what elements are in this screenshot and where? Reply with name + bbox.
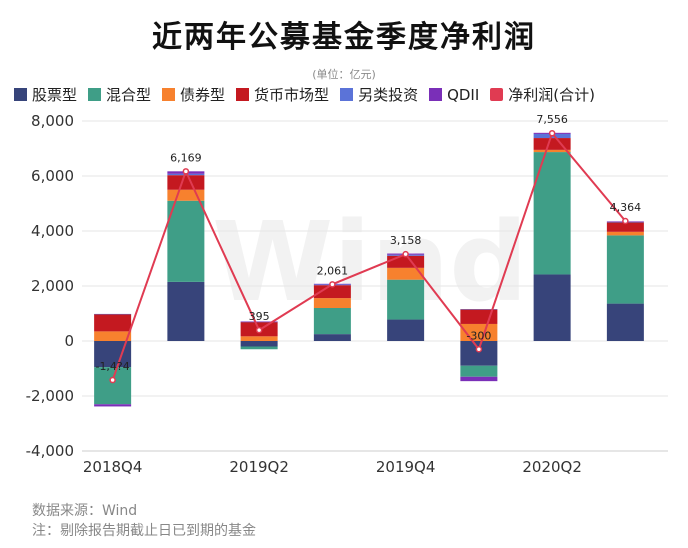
- bar-segment-3-3: [313, 285, 351, 299]
- legend-label: QDII: [447, 85, 480, 104]
- bar-segment-0-6: [533, 274, 571, 341]
- bar-segment-1-2: [240, 346, 278, 350]
- data-label-4: 3,158: [390, 234, 422, 247]
- source-note: 数据来源：Wind: [32, 503, 138, 519]
- line-point-0: [109, 376, 116, 384]
- legend-swatch: [162, 88, 176, 101]
- y-tick-label: 2,000: [31, 277, 74, 295]
- data-label-3: 2,061: [317, 264, 349, 277]
- legend-swatch: [340, 88, 354, 101]
- line-point-7: [622, 217, 629, 225]
- y-tick-label: 6,000: [31, 167, 74, 185]
- legend-item-line: 净利润(合计): [490, 84, 595, 105]
- y-tick-label: 4,000: [31, 222, 74, 240]
- y-tick-label: -2,000: [26, 387, 74, 405]
- y-tick-label: 8,000: [31, 112, 74, 130]
- bar-segment-1-0: [94, 367, 132, 405]
- bar-segment-1-3: [313, 308, 351, 335]
- bar-segment-2-0: [94, 331, 132, 341]
- legend-label: 另类投资: [358, 86, 419, 104]
- data-label-5: -300: [466, 329, 491, 342]
- bar-segment-3-6: [533, 138, 571, 150]
- unit-label: (单位：亿元): [312, 68, 376, 81]
- data-label-1: 6,169: [170, 151, 202, 164]
- net-profit-line: [111, 131, 627, 381]
- legend-item-4: 另类投资: [340, 84, 418, 105]
- x-tick-label: 2018Q4: [83, 458, 143, 476]
- legend-item-0: 股票型: [14, 84, 77, 105]
- watermark: Wind: [212, 198, 528, 326]
- data-label-7: 4,364: [610, 201, 642, 214]
- y-tick-label: -4,000: [26, 442, 74, 460]
- footnote: 注：剔除报告期截止日已到期的基金: [32, 523, 256, 539]
- bar-segment-2-7: [606, 231, 644, 236]
- line-point-2: [255, 326, 263, 334]
- bar-segment-2-1: [167, 189, 205, 201]
- bar-segment-2-6: [533, 149, 571, 153]
- legend-swatch: [236, 88, 250, 101]
- bar-segment-0-5: [460, 341, 498, 366]
- legend-swatch: [88, 88, 102, 101]
- legend-item-2: 债券型: [162, 84, 225, 105]
- legend: 股票型 混合型 债券型 货币市场型 另类投资 QDII 净利润(合计): [14, 84, 684, 105]
- bar-segment-0-4: [387, 319, 425, 341]
- bar-segment-5-5: [460, 376, 498, 382]
- legend-item-3: 货币市场型: [236, 84, 329, 105]
- bar-segment-1-1: [167, 200, 205, 282]
- legend-label: 混合型: [106, 86, 152, 104]
- bar-segment-0-3: [313, 334, 351, 341]
- y-tick-label: 0: [64, 332, 74, 350]
- line-point-5: [475, 346, 483, 353]
- bar-segment-3-4: [387, 255, 425, 268]
- bar-segment-4-5: [460, 309, 498, 310]
- chart-title: 近两年公募基金季度净利润: [152, 20, 536, 55]
- data-label-2: 395: [249, 310, 270, 323]
- bar-segment-3-0: [94, 314, 132, 332]
- legend-swatch: [429, 88, 443, 101]
- bar-segment-2-4: [387, 267, 425, 280]
- data-label-0: -1,4?4: [95, 360, 129, 373]
- bar-segment-0-7: [606, 303, 644, 341]
- bar-segment-1-7: [606, 235, 644, 304]
- bar-segment-5-2: [240, 321, 278, 322]
- bar-segment-0-1: [167, 281, 205, 341]
- legend-label: 股票型: [32, 86, 78, 104]
- legend-label: 债券型: [180, 86, 226, 104]
- bar-segment-3-7: [606, 222, 644, 232]
- bar-segment-3-1: [167, 175, 205, 190]
- x-tick-label: 2020Q2: [522, 458, 582, 476]
- legend-swatch: [490, 88, 504, 101]
- bar-segment-5-0: [94, 404, 132, 407]
- data-label-6: 7,556: [536, 113, 568, 126]
- line-point-6: [548, 129, 556, 137]
- legend-label: 货币市场型: [254, 86, 330, 104]
- bar-segment-4-2: [240, 321, 278, 323]
- line-point-3: [329, 281, 336, 288]
- legend-item-5: QDII: [429, 86, 479, 104]
- legend-label: 净利润(合计): [508, 86, 596, 104]
- bar-segment-1-5: [460, 365, 498, 377]
- x-tick-label: 2019Q4: [376, 458, 436, 476]
- x-tick-label: 2019Q2: [229, 458, 289, 476]
- bar-segment-2-2: [240, 336, 278, 341]
- bar-segment-2-3: [313, 298, 351, 308]
- legend-item-1: 混合型: [88, 84, 151, 105]
- line-point-1: [182, 168, 190, 175]
- bar-segment-4-0: [94, 313, 132, 315]
- line-point-4: [402, 250, 409, 258]
- bar-segment-0-2: [240, 341, 278, 347]
- bar-segment-1-4: [387, 279, 425, 320]
- legend-swatch: [14, 88, 27, 101]
